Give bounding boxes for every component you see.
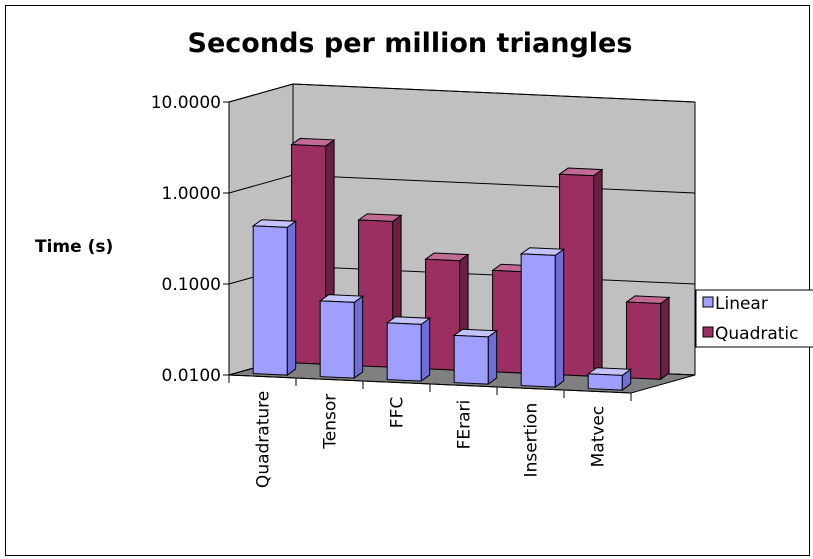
x-category-label: FErari [455,400,475,450]
y-tick-label: 0.1000 [162,275,221,295]
legend-swatch-linear [702,296,714,308]
bars [251,137,671,392]
legend: Linear Quadratic [695,289,813,348]
bar-linear-tensor [318,294,365,380]
x-category-label: Quadrature [254,391,274,488]
x-category-label: Matvec [589,406,609,468]
bar-side [420,317,431,383]
bar-side [660,296,670,381]
legend-label-linear: Linear [715,294,768,314]
bar-front [559,173,595,377]
chart-title: Seconds per million triangles [188,28,633,59]
bar-side [353,295,364,380]
bar-front [386,322,422,382]
gridline [228,83,696,103]
bar-linear-quadrature [251,219,298,377]
x-category-label: FFC [388,397,408,428]
y-tick-label: 10.0000 [151,93,221,113]
x-category-label: Insertion [522,403,542,478]
y-axis-label: Time (s) [35,237,113,257]
y-ticks: 10.0000 1.0000 0.1000 0.0100 [151,93,229,386]
bar-front [587,373,623,391]
bar-linear-insertion [519,247,566,389]
bar-linear-matvec [586,367,633,392]
bar-front [453,334,489,385]
y-tick-label: 0.0100 [162,366,221,386]
bar-front [252,225,288,376]
bar-front [626,301,662,380]
bar-front [520,253,556,388]
bar-front [319,300,355,379]
legend-label-quadratic: Quadratic [715,324,799,344]
bar-side [554,248,565,389]
legend-box [695,289,813,348]
bar-quadratic-insertion [558,167,604,378]
bar-linear-ffc [385,316,432,383]
bar-quadratic-matvec [625,295,671,381]
x-category-label: Tensor [321,394,341,450]
bar-side [487,329,498,386]
legend-swatch-quadratic [702,326,714,338]
bar-linear-ferari [452,328,499,386]
category-labels: Quadrature Tensor FFC FErari Insertion Matvec [228,374,632,488]
y-tick-label: 1.0000 [162,184,221,204]
bar-side [286,220,297,377]
bar-side [593,168,603,378]
